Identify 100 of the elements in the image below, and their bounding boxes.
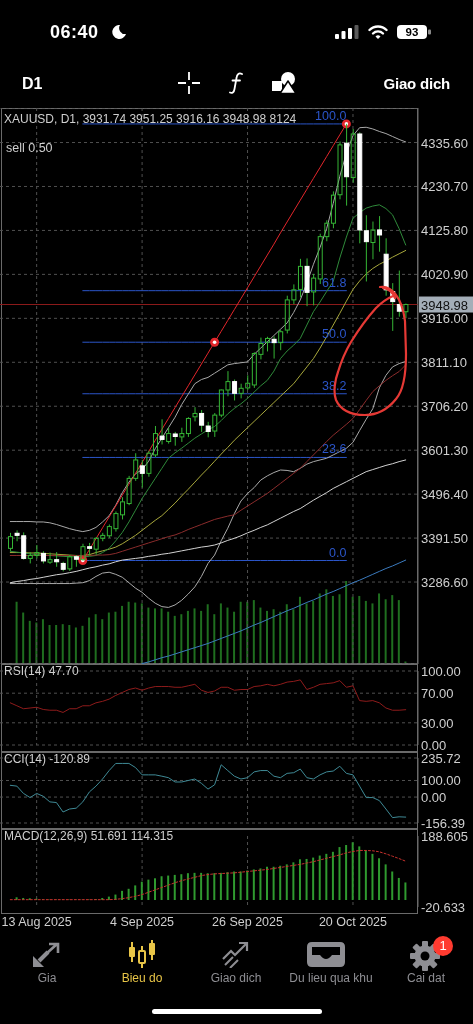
bar [200,610,203,664]
bar [68,624,71,664]
bar [371,603,374,664]
bar [74,627,77,664]
bar [127,601,130,664]
bar [28,620,31,664]
bar [226,872,229,900]
bar [121,605,124,664]
series-label: 23.6 [322,442,347,457]
bar [404,882,407,900]
y-tick-label: 3811.10 [421,354,468,370]
bar [292,609,295,664]
x-tick-label: 4 Sep 2025 [110,915,175,929]
series-label: 0.0 [329,545,347,560]
series-label: 61.8 [322,275,347,290]
bar [121,890,124,900]
bar [364,600,367,664]
bar [252,869,255,900]
bar [266,866,269,900]
y-tick-label: 70.00 [421,685,454,701]
bar [259,868,262,900]
line-series [9,360,407,608]
y-tick-label: 188.605 [421,828,468,844]
bar [160,876,163,900]
bar [22,612,25,664]
y-tick-label: 100.00 [421,663,461,679]
bar [259,607,262,664]
bar [147,607,150,664]
bar [127,888,130,900]
y-tick-label: 4335.60 [421,135,468,151]
bar [48,624,51,664]
bar [180,874,183,900]
bar [134,885,137,900]
bar [134,602,137,664]
bar [272,609,275,664]
bar [345,845,348,900]
bar [160,608,163,664]
y-tick-label: 3391.50 [421,530,468,546]
bar [114,611,117,664]
chart-title: RSI(14) 47.70 [4,664,79,678]
bar [266,610,269,664]
bar [219,872,222,900]
bar [331,851,334,900]
bar [101,619,104,664]
y-tick-label: 3601.30 [421,442,468,458]
bar [312,857,315,900]
bar [358,846,361,900]
bar [305,858,308,900]
bar [81,625,84,664]
line-series [9,849,407,901]
y-tick-label: 3496.40 [421,486,468,502]
bar [391,871,394,900]
bar [378,858,381,900]
bar [272,866,275,900]
bar [167,875,170,900]
bar [61,624,64,664]
bar [94,614,97,664]
bar [233,611,236,664]
bar [351,842,354,900]
y-tick-label: -156.39 [421,815,466,831]
bar [338,594,341,664]
bar [186,610,189,664]
y-tick-label: 0.00 [421,737,447,753]
text: D1 [22,75,43,93]
bar [298,596,301,664]
x-tick-label: 20 Oct 2025 [318,915,388,929]
text: Gia [36,971,58,985]
line-series [9,679,407,713]
candlestick [47,552,53,565]
bar [318,855,321,900]
bar [167,611,170,664]
bar [41,619,44,664]
bar [312,600,315,664]
bar [279,611,282,664]
y-tick-label: 100.00 [421,773,461,788]
text: 06:40 [50,22,99,42]
bar [378,593,381,664]
bar [233,871,236,900]
bar [338,847,341,900]
bar [384,599,387,664]
bar [397,600,400,664]
text: Bieu do [120,971,164,985]
candlestick [370,221,376,260]
bar [153,878,156,900]
bar [88,617,91,664]
bar [213,873,216,900]
bar [180,614,183,664]
y-tick-label: 4230.70 [421,178,468,194]
bar [252,600,255,664]
series-label: 100.0 [315,108,347,123]
bar [140,881,143,900]
y-tick-label: 3286.60 [421,574,468,590]
line-series [141,559,407,664]
bar [279,865,282,900]
bar [193,608,196,664]
x-tick-label: 13 Aug 2025 [1,915,72,929]
bar [331,595,334,664]
bar [285,604,288,664]
bar [186,873,189,900]
chart-title: XAUUSD, D1, 3931.74 3951.25 3916.16 3948.98 8124 [4,112,297,126]
